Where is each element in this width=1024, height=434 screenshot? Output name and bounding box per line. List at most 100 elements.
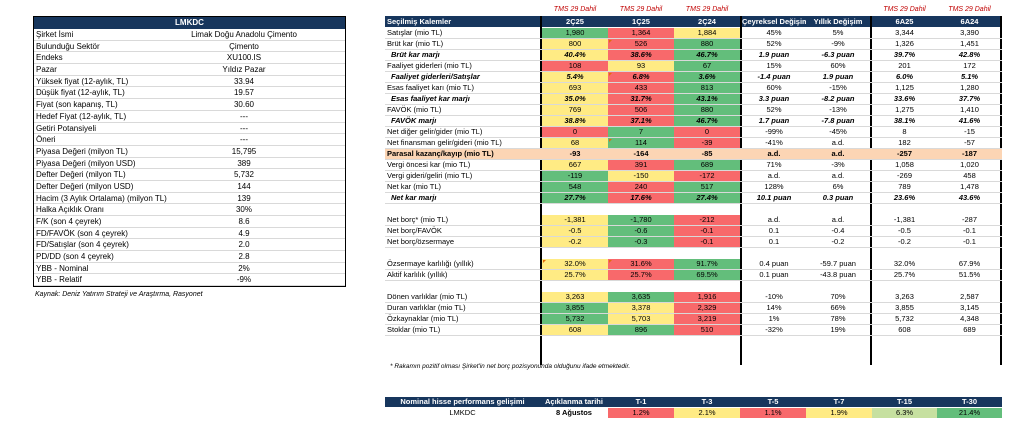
cell-q2c24: 880 xyxy=(674,105,740,115)
row-label: Aktif karlılık (yıllık) xyxy=(387,270,448,279)
company-info-row: Şirket İsmi Limak Doğu Anadolu Çimento xyxy=(34,29,345,41)
cell-q2c24: 91.7% xyxy=(674,259,740,269)
cell-h6a25: 32.0% xyxy=(893,259,916,268)
company-info-row: Endeks XU100.IS xyxy=(34,52,345,65)
cell-q2c24: 3,219 xyxy=(674,314,740,324)
cell-qoq: 1% xyxy=(768,314,780,323)
company-info-label: F/K (son 4 çeyrek) xyxy=(36,217,102,226)
cell-qoq: a.d. xyxy=(767,171,781,180)
cell-h6a25: 25.7% xyxy=(893,270,916,279)
cell-q2c24: 1,916 xyxy=(674,292,740,302)
cell-h6a25: 201 xyxy=(898,61,911,70)
cell-yoy: -45% xyxy=(829,127,847,136)
cell-q2c25: 548 xyxy=(542,182,608,192)
cell-yoy: 0.3 puan xyxy=(822,193,854,202)
cell-h6a25: 5,732 xyxy=(895,314,914,323)
company-info-label: FD/Satışlar (son 4 çeyrek) xyxy=(36,240,129,250)
financials-row: Net kar marjı 27.7% 17.6% 27.4% 10.1 puan 0.3… xyxy=(385,193,1002,204)
cell-h6a25: 8 xyxy=(902,127,907,136)
financials-row: Dönen varlıklar (mio TL) 3,263 3,635 1,916-… xyxy=(385,292,1002,303)
financials-row: Vergi gideri/geliri (mio TL) -119 -150 -172… xyxy=(385,171,1002,182)
cell-q2c25: 25.7% xyxy=(542,270,608,280)
cell-q2c24: -212 xyxy=(674,215,740,225)
row-label: Net borç/FAVÖK xyxy=(387,226,442,235)
company-info-rows: Şirket İsmi Limak Doğu Anadolu Çimento Bul… xyxy=(34,29,345,287)
cell-q2c25: 608 xyxy=(542,325,608,335)
company-info-table: LMKDC Şirket İsmi Limak Doğu Anadolu Çime… xyxy=(33,16,346,288)
company-info-header: LMKDC xyxy=(34,17,345,29)
company-info-row: Getiri Potansiyeli --- xyxy=(34,123,345,135)
cell-yoy: -59.7 puan xyxy=(820,259,856,268)
row-label: FAVÖK (mio TL) xyxy=(387,105,442,114)
cell-q2c25: 38.8% xyxy=(542,116,608,126)
company-info-value: 5,732 xyxy=(233,170,255,180)
financials-row: Brüt kar marjı 40.4% 38.6% 46.7% 1.9 puan -6.… xyxy=(385,50,1002,61)
row-label: Faaliyet giderleri (mio TL) xyxy=(387,61,472,70)
cell-h6a24: 1,478 xyxy=(960,182,979,191)
spacer-row xyxy=(385,248,1002,259)
perf-header-date: Açıklanma tarihi xyxy=(540,397,608,407)
company-info-row: Hedef Fiyat (12-aylık, TL) --- xyxy=(34,111,345,123)
cell-qoq: 0.1 xyxy=(768,226,780,235)
cell-q1c25: 31.6% xyxy=(608,259,674,269)
company-info-label: Bulunduğu Sektör xyxy=(36,41,100,51)
cell-q2c25: 1,980 xyxy=(542,28,608,38)
row-label: Esas faaliyet karı (mio TL) xyxy=(387,83,474,92)
cell-qoq: 15% xyxy=(766,61,782,70)
company-info-value: 139 xyxy=(237,193,251,203)
cell-h6a25: 182 xyxy=(898,138,911,147)
company-info-row: Defter Değeri (milyon TL) 5,732 xyxy=(34,169,345,181)
cell-h6a25: 1,058 xyxy=(895,160,914,169)
company-info-value: --- xyxy=(240,135,248,145)
cell-yoy: -9% xyxy=(831,39,845,48)
cell-q1c25: 17.6% xyxy=(608,193,674,203)
company-info-value: 2% xyxy=(238,263,250,273)
column-divider xyxy=(740,16,742,365)
financials-row: Duran varlıklar (mio TL) 3,855 3,378 2,329 1… xyxy=(385,303,1002,314)
cell-q2c25: -0.5 xyxy=(542,226,608,236)
cell-yoy: -7.8 puan xyxy=(821,116,855,125)
row-label: Net borç* (mio TL) xyxy=(387,215,449,224)
cell-qoq: 0.1 puan xyxy=(759,270,789,279)
financials-row: Aktif karlılık (yıllık) 25.7% 25.7% 69.5% 0.… xyxy=(385,270,1002,281)
cell-h6a24: 1,451 xyxy=(960,39,979,48)
perf-header-t7: T-7 xyxy=(806,397,872,407)
cell-h6a24: 67.9% xyxy=(958,259,981,268)
company-info-row: Piyasa Değeri (milyon USD) 389 xyxy=(34,158,345,170)
cell-yoy: -13% xyxy=(829,105,847,114)
cell-qoq: 3.3 puan xyxy=(758,94,790,103)
cell-q1c25: 3,378 xyxy=(608,303,674,313)
cell-yoy: 5% xyxy=(832,28,844,37)
cell-h6a25: 3,263 xyxy=(895,292,914,301)
financials-row: Satışlar (mio TL) 1,980 1,364 1,884 45% 5% 3,3… xyxy=(385,28,1002,39)
row-label: Net diğer gelir/gider (mio TL) xyxy=(387,127,483,136)
company-info-value: 33.94 xyxy=(233,76,255,86)
financials-row: Özkaynaklar (mio TL) 5,732 5,703 3,219 1% 78%… xyxy=(385,314,1002,325)
cell-h6a24: 1,280 xyxy=(960,83,979,92)
cell-h6a25: 608 xyxy=(898,325,911,334)
cell-yoy: 66% xyxy=(830,303,846,312)
header-6a25: 6A25 xyxy=(872,16,937,27)
cell-h6a24: 2,587 xyxy=(960,292,979,301)
cell-q1c25: 3,635 xyxy=(608,292,674,302)
cell-q1c25: 38.6% xyxy=(608,50,674,60)
cell-yoy: -0.2 xyxy=(831,237,845,246)
cell-h6a24: 3,145 xyxy=(960,303,979,312)
cell-q2c25: 108 xyxy=(542,61,608,71)
row-label: Net kar marjı xyxy=(391,193,437,202)
cell-h6a24: 3,390 xyxy=(960,28,979,37)
cell-q1c25: -150 xyxy=(608,171,674,181)
company-info-value: Limak Doğu Anadolu Çimento xyxy=(191,30,297,39)
cell-qoq: 60% xyxy=(766,83,782,92)
financials-row: Stoklar (mio TL) 608 896 510 -32% 19% 608 689 xyxy=(385,325,1002,336)
cell-q2c24: -0.1 xyxy=(674,226,740,236)
cell-q2c25: 3,263 xyxy=(542,292,608,302)
spacer-row xyxy=(385,281,1002,292)
company-info-label: Yüksek fiyat (12-aylık, TL) xyxy=(36,76,129,86)
cell-q2c24: 46.7% xyxy=(674,50,740,60)
cell-h6a25: -269 xyxy=(896,171,912,180)
cell-yoy: a.d. xyxy=(831,171,845,180)
company-info-label: Düşük fiyat (12-aylık, TL) xyxy=(36,88,125,98)
header-2c24: 2Ç24 xyxy=(674,16,740,27)
perf-header-label: Nominal hisse performans gelişimi xyxy=(385,397,540,407)
